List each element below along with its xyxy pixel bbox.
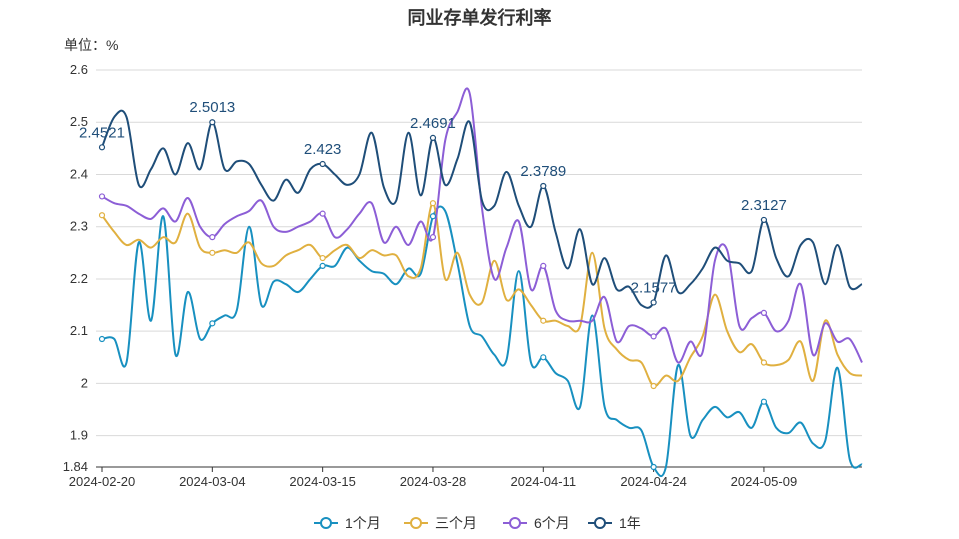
legend-marker <box>594 517 606 529</box>
x-tick-label: 2024-03-28 <box>400 474 467 489</box>
axes: 1.84 1.9 2 2.1 2.2 2.3 2.4 2.5 2.6 2024-02-20 2024… <box>63 62 862 489</box>
data-point-marker <box>98 144 106 151</box>
x-tick-label: 2024-04-24 <box>620 474 687 489</box>
legend-item-3[interactable]: 6个月 <box>503 515 570 531</box>
data-point-marker <box>540 317 547 324</box>
markers-group <box>98 119 768 471</box>
y-tick-label: 2.6 <box>70 62 88 77</box>
data-point-marker <box>209 119 216 126</box>
data-label: 2.423 <box>304 141 342 158</box>
data-point-marker <box>98 335 106 343</box>
grid-lines <box>96 69 862 468</box>
y-tick-label: 1.9 <box>70 428 88 443</box>
data-point-marker <box>429 213 437 220</box>
data-point-marker <box>429 200 437 207</box>
series-line-4 <box>101 109 863 309</box>
data-point-marker <box>429 134 437 142</box>
data-label: 2.4521 <box>79 124 125 141</box>
data-point-marker <box>319 160 326 168</box>
legend-marker <box>509 517 521 529</box>
data-label: 2.3127 <box>741 197 787 214</box>
legend-item-1[interactable]: 1个月 <box>314 515 381 531</box>
data-label: 2.4691 <box>410 115 456 132</box>
legend-label: 1个月 <box>345 515 381 531</box>
data-point-marker <box>98 193 106 200</box>
legend[interactable]: 1个月 三个月 6个月 1年 <box>314 515 641 531</box>
series-line-1 <box>101 205 863 478</box>
y-tick-label: 2 <box>81 375 88 390</box>
data-point-marker <box>540 354 547 361</box>
data-point-marker <box>650 333 657 340</box>
data-point-marker <box>760 216 768 224</box>
data-point-marker <box>209 234 216 241</box>
data-point-marker <box>760 309 768 317</box>
legend-label: 1年 <box>619 515 641 531</box>
series-group <box>101 87 863 478</box>
data-point-marker <box>209 320 216 327</box>
data-point-marker <box>98 212 106 219</box>
y-tick-label: 2.3 <box>70 219 88 234</box>
x-tick-label: 2024-03-15 <box>289 474 356 489</box>
series-line-3 <box>101 87 863 364</box>
data-label: 2.3789 <box>520 163 566 180</box>
y-tick-label: 2.2 <box>70 271 88 286</box>
chart-title: 同业存单发行利率 <box>407 8 552 28</box>
unit-label: 单位：% <box>64 37 119 53</box>
legend-label: 6个月 <box>534 515 570 531</box>
y-tick-label: 2.5 <box>70 114 88 129</box>
series-line-2 <box>101 202 863 388</box>
data-label: 2.5013 <box>189 99 235 116</box>
data-point-marker <box>760 359 768 366</box>
data-point-marker <box>319 254 326 262</box>
data-point-marker <box>650 382 657 390</box>
y-tick-label: 2.1 <box>70 323 88 338</box>
legend-marker <box>320 517 332 529</box>
data-point-marker <box>540 262 547 269</box>
legend-item-2[interactable]: 三个月 <box>404 515 477 531</box>
data-point-marker <box>650 463 657 471</box>
data-point-marker <box>319 262 326 269</box>
data-label: 2.1577 <box>631 279 677 296</box>
data-point-marker <box>209 249 216 256</box>
data-point-marker <box>319 210 326 217</box>
legend-item-4[interactable]: 1年 <box>588 515 641 531</box>
y-tick-label: 1.84 <box>63 459 88 474</box>
annotations-group: 2.4521 2.5013 2.423 2.4691 2.3789 2.1577 2.312… <box>79 99 787 296</box>
data-point-marker <box>540 182 547 190</box>
x-tick-label: 2024-04-11 <box>511 474 577 489</box>
data-point-marker <box>650 299 657 306</box>
data-point-marker <box>760 398 768 405</box>
legend-marker <box>410 517 422 529</box>
legend-label: 三个月 <box>435 515 477 531</box>
y-tick-label: 2.4 <box>70 166 88 181</box>
data-point-marker <box>429 234 437 241</box>
x-tick-label: 2024-02-20 <box>69 474 136 489</box>
x-tick-label: 2024-05-09 <box>731 474 798 489</box>
x-tick-label: 2024-03-04 <box>179 474 246 489</box>
